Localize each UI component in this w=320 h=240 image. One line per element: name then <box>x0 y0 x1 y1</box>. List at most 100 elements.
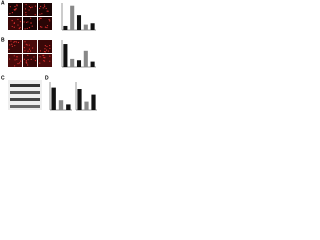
micrograph <box>38 17 52 30</box>
bar <box>84 101 89 110</box>
panel-label: D <box>45 75 49 81</box>
cell <box>11 11 14 14</box>
cell <box>47 10 49 12</box>
cell <box>24 41 26 43</box>
cell <box>13 55 15 57</box>
bar <box>90 23 95 30</box>
cell <box>39 50 42 52</box>
cell <box>34 5 37 7</box>
bar <box>51 87 56 110</box>
cell <box>41 13 43 15</box>
bar <box>90 61 95 67</box>
cell <box>32 47 34 49</box>
cell <box>25 14 27 16</box>
cell <box>26 62 28 64</box>
micrograph <box>23 40 37 53</box>
cell <box>43 56 45 59</box>
cell <box>25 21 28 23</box>
bar <box>76 15 82 30</box>
cell <box>39 26 42 28</box>
micrograph <box>38 40 52 53</box>
cell <box>45 7 47 10</box>
cell <box>49 60 51 62</box>
cell <box>14 59 16 61</box>
cell <box>25 43 27 45</box>
cell <box>14 40 16 43</box>
cell <box>27 50 29 52</box>
cell <box>27 64 29 66</box>
cell <box>13 8 15 11</box>
bar <box>66 104 71 110</box>
cell <box>15 8 17 10</box>
cell <box>43 51 46 53</box>
cell <box>31 6 33 8</box>
micrograph <box>8 54 22 67</box>
panel-label: B <box>1 37 5 43</box>
cell <box>39 13 41 15</box>
cell <box>49 20 51 22</box>
cell <box>33 56 35 58</box>
cell <box>27 21 29 23</box>
cell <box>11 25 13 28</box>
cell <box>38 19 40 21</box>
cell <box>24 8 27 10</box>
cell <box>41 26 43 28</box>
cell <box>44 5 46 8</box>
micrograph <box>8 40 22 53</box>
cell <box>44 45 46 47</box>
cell <box>47 50 50 52</box>
micrograph <box>8 17 22 30</box>
cell <box>17 41 20 44</box>
cell <box>9 44 11 46</box>
cell <box>13 22 16 24</box>
cell <box>23 58 26 60</box>
micrographs-a <box>8 3 52 30</box>
cell <box>11 20 13 22</box>
bar <box>77 89 82 110</box>
cell <box>46 26 48 29</box>
cell <box>10 40 12 42</box>
cell <box>44 48 46 50</box>
cell <box>26 27 28 30</box>
band <box>10 84 40 87</box>
cell <box>18 62 21 64</box>
cell <box>24 28 26 30</box>
micrograph <box>23 3 37 16</box>
cell <box>28 48 31 50</box>
bar <box>70 58 75 67</box>
band <box>10 98 40 101</box>
cell <box>40 5 42 8</box>
cell <box>24 50 26 52</box>
micrograph <box>38 3 52 16</box>
cell <box>17 24 19 26</box>
micrographs-b <box>8 40 52 67</box>
cell <box>11 43 13 45</box>
cell <box>27 54 29 56</box>
bar <box>83 24 88 30</box>
cell <box>42 7 44 9</box>
cell <box>48 19 50 21</box>
cell <box>34 14 36 16</box>
cell <box>13 26 15 28</box>
cell <box>30 17 32 19</box>
cell <box>49 47 51 50</box>
cell <box>34 60 37 62</box>
cell <box>43 54 45 56</box>
cell <box>14 65 16 67</box>
cell <box>39 56 41 58</box>
cell <box>39 62 41 64</box>
cell <box>16 56 18 58</box>
bar <box>70 5 75 30</box>
cell <box>49 44 51 47</box>
cell <box>18 28 20 30</box>
bar <box>76 60 82 67</box>
cell <box>25 61 27 63</box>
cell <box>29 7 32 9</box>
cell <box>15 41 18 43</box>
cell <box>38 7 41 10</box>
cell <box>25 60 28 62</box>
cell <box>25 11 27 14</box>
cell <box>28 26 31 29</box>
cell <box>44 57 46 59</box>
